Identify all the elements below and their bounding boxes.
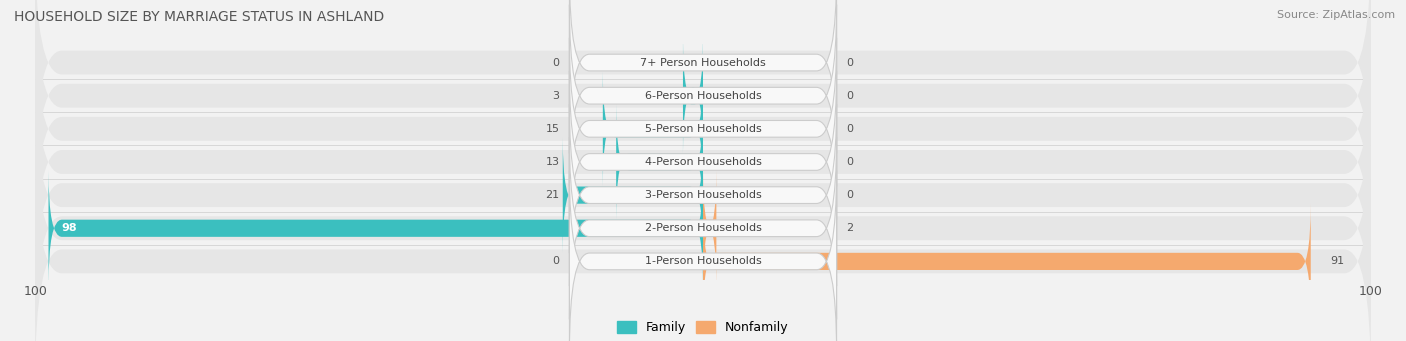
Text: 3-Person Households: 3-Person Households (644, 190, 762, 200)
Text: 0: 0 (846, 58, 853, 68)
FancyBboxPatch shape (616, 104, 703, 220)
Text: 3: 3 (553, 91, 560, 101)
FancyBboxPatch shape (35, 0, 1371, 183)
FancyBboxPatch shape (35, 8, 1371, 250)
Text: 6-Person Households: 6-Person Households (644, 91, 762, 101)
Text: 91: 91 (1330, 256, 1344, 266)
Text: 1-Person Households: 1-Person Households (644, 256, 762, 266)
FancyBboxPatch shape (703, 170, 716, 286)
Text: 2-Person Households: 2-Person Households (644, 223, 762, 233)
Text: 2: 2 (846, 223, 853, 233)
Text: 0: 0 (553, 256, 560, 266)
FancyBboxPatch shape (35, 41, 1371, 283)
FancyBboxPatch shape (35, 141, 1371, 341)
Text: Source: ZipAtlas.com: Source: ZipAtlas.com (1277, 10, 1395, 20)
Legend: Family, Nonfamily: Family, Nonfamily (612, 316, 794, 339)
FancyBboxPatch shape (569, 137, 837, 319)
FancyBboxPatch shape (703, 204, 1310, 319)
FancyBboxPatch shape (48, 170, 703, 286)
Text: 15: 15 (546, 124, 560, 134)
Text: 0: 0 (846, 124, 853, 134)
Text: 0: 0 (846, 91, 853, 101)
Text: 21: 21 (546, 190, 560, 200)
Text: 5-Person Households: 5-Person Households (644, 124, 762, 134)
FancyBboxPatch shape (562, 137, 703, 253)
Text: 0: 0 (846, 157, 853, 167)
FancyBboxPatch shape (569, 5, 837, 187)
Text: HOUSEHOLD SIZE BY MARRIAGE STATUS IN ASHLAND: HOUSEHOLD SIZE BY MARRIAGE STATUS IN ASH… (14, 10, 384, 24)
Text: 4-Person Households: 4-Person Households (644, 157, 762, 167)
FancyBboxPatch shape (683, 38, 703, 153)
FancyBboxPatch shape (569, 104, 837, 286)
FancyBboxPatch shape (569, 38, 837, 220)
FancyBboxPatch shape (603, 71, 703, 187)
FancyBboxPatch shape (35, 108, 1371, 341)
Text: 0: 0 (846, 190, 853, 200)
Text: 13: 13 (546, 157, 560, 167)
FancyBboxPatch shape (35, 74, 1371, 316)
FancyBboxPatch shape (35, 0, 1371, 216)
Text: 98: 98 (62, 223, 77, 233)
Text: 7+ Person Households: 7+ Person Households (640, 58, 766, 68)
FancyBboxPatch shape (569, 71, 837, 253)
Text: 0: 0 (553, 58, 560, 68)
FancyBboxPatch shape (569, 170, 837, 341)
FancyBboxPatch shape (569, 0, 837, 154)
